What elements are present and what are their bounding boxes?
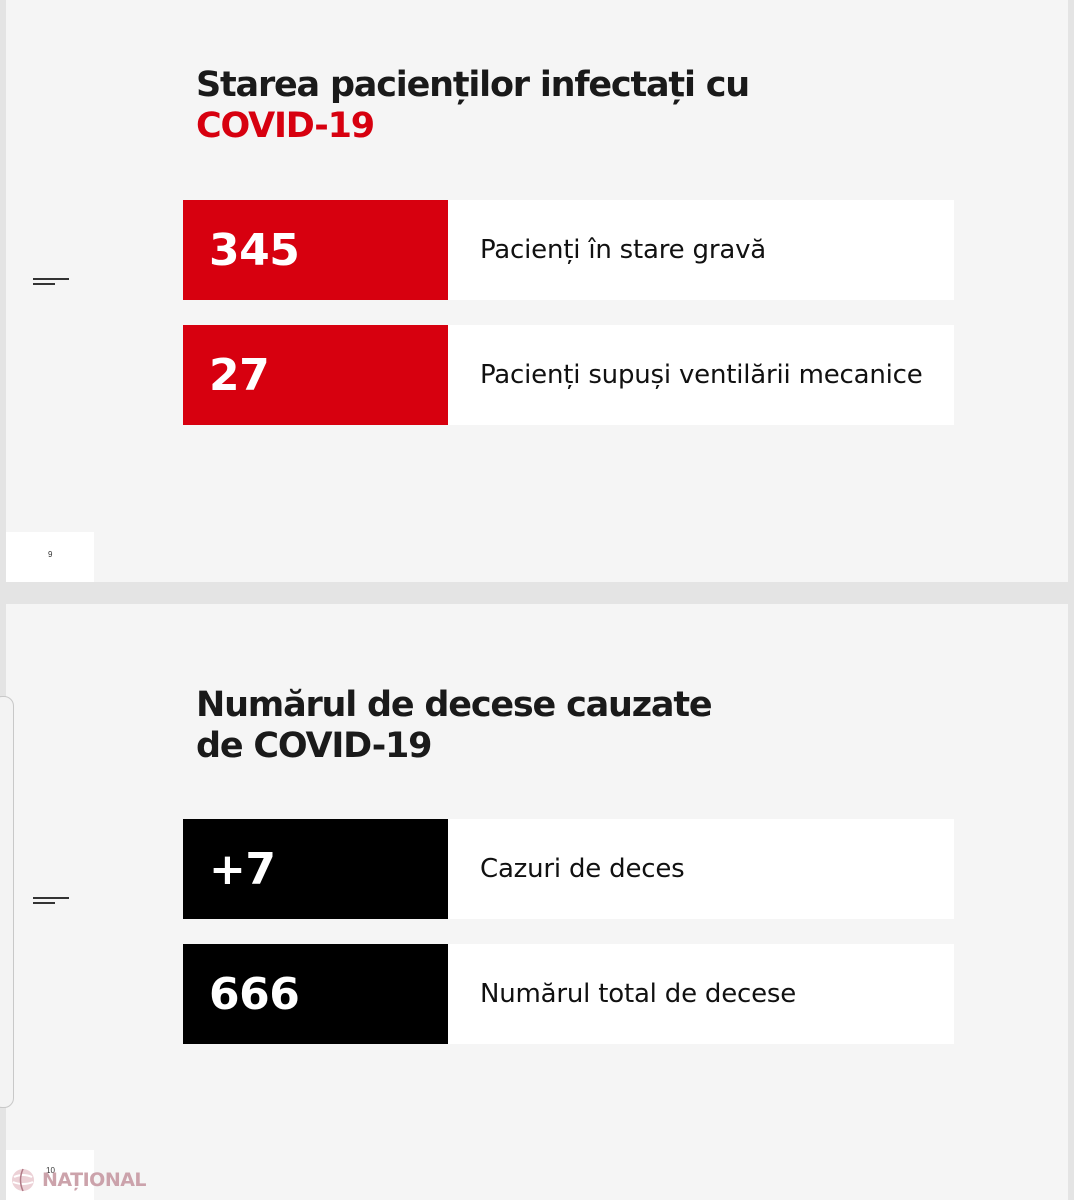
stat-row: +7 Cazuri de deces (183, 819, 954, 919)
page-number: 9 (48, 550, 53, 559)
menu-lines-icon (33, 278, 69, 286)
stat-label: Cazuri de deces (480, 854, 685, 884)
title-line-1: Numărul de decese cauzate (196, 685, 713, 725)
page-number-box: 9 (6, 532, 94, 582)
slide-9: Starea pacienților infectați cu COVID-19… (6, 0, 1068, 582)
slide-title: Numărul de decese cauzate de COVID-19 (196, 685, 713, 767)
stat-value: 345 (183, 200, 448, 300)
title-line-2: de COVID-19 (196, 726, 433, 766)
watermark: NAȚIONAL (10, 1166, 147, 1194)
stat-row: 345 Pacienți în stare gravă (183, 200, 954, 300)
stat-label: Numărul total de decese (480, 979, 797, 1009)
stat-value: +7 (183, 819, 448, 919)
side-panel-handle[interactable] (0, 696, 14, 1108)
stat-value: 27 (183, 325, 448, 425)
stat-label: Pacienți în stare gravă (480, 235, 766, 265)
stat-value: 666 (183, 944, 448, 1044)
title-line-1: Starea pacienților infectați cu (196, 65, 750, 105)
stat-row: 666 Numărul total de decese (183, 944, 954, 1044)
stat-label: Pacienți supuși ventilării mecanice (480, 360, 923, 390)
stat-row: 27 Pacienți supuși ventilării mecanice (183, 325, 954, 425)
menu-lines-icon (33, 897, 69, 905)
slide-title: Starea pacienților infectați cu COVID-19 (196, 65, 750, 147)
globe-logo-icon (12, 1168, 34, 1192)
page-number: 10 (46, 1166, 55, 1175)
title-line-2: COVID-19 (196, 106, 375, 146)
slide-10: Numărul de decese cauzate de COVID-19 +7… (6, 604, 1068, 1200)
watermark-text: NAȚIONAL (42, 1169, 147, 1191)
